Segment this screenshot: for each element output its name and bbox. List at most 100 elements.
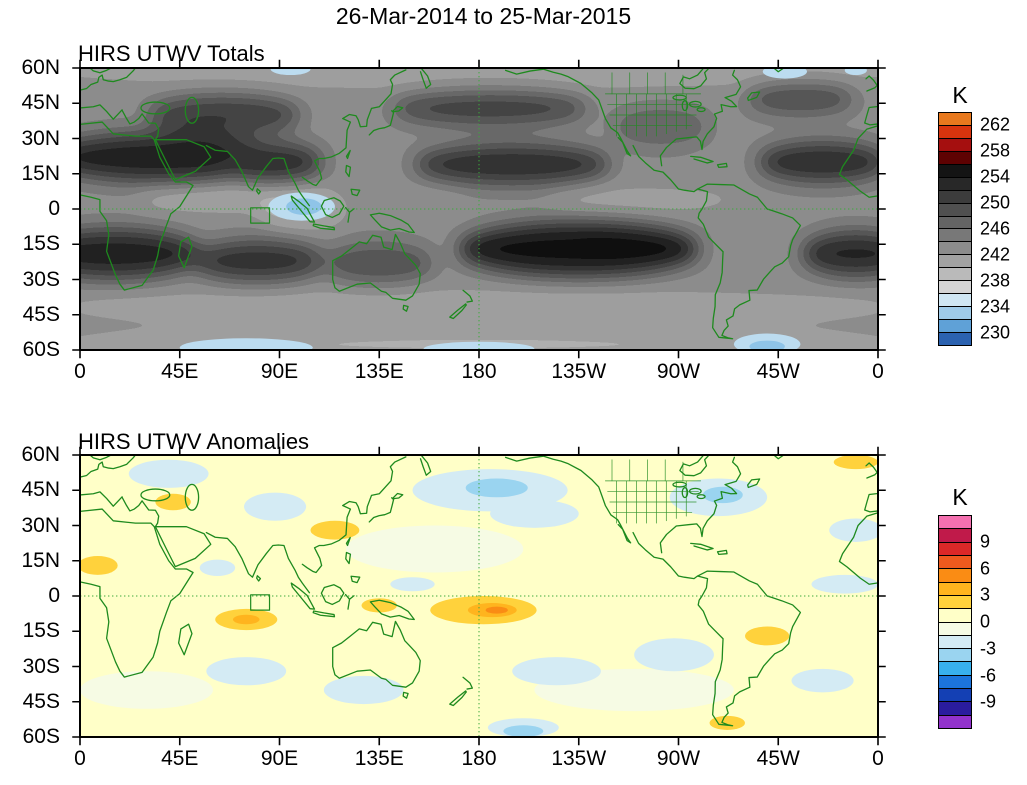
colorbar-swatch <box>939 150 971 164</box>
colorbar-swatch <box>939 554 971 569</box>
anomalies-longitude-axis: 0 45E 90E 135E 180 135W 90W 45W 0 <box>50 747 908 771</box>
latitude-tick-label: 60S <box>22 338 60 361</box>
colorbar-swatch <box>939 661 971 675</box>
latitude-tick-label: 0 <box>48 197 60 220</box>
colorbar-swatch <box>939 202 971 216</box>
page-title: 26-Mar-2014 to 25-Mar-2015 <box>335 3 632 29</box>
colorbar-swatch <box>939 541 971 555</box>
totals-panel-title: HIRS UTWV Totals <box>78 41 265 66</box>
colorbar-swatch <box>939 163 971 177</box>
colorbar-tick-label: 262 <box>980 114 1011 135</box>
latitude-tick-label: 45N <box>21 478 60 502</box>
colorbar-swatch <box>939 528 971 542</box>
longitude-tick-label: 90W <box>656 360 701 383</box>
colorbar-swatch <box>939 701 971 715</box>
colorbar-tick-label: 234 <box>980 296 1011 317</box>
anomalies-latitude-axis: 60N 45N 30N 15N 0 15S 30S 45S 60S <box>0 442 68 750</box>
colorbar-tick-label: -6 <box>980 665 997 685</box>
colorbar-swatch <box>939 124 971 138</box>
longitude-tick-label: 135E <box>354 360 404 383</box>
colorbar-swatch <box>939 594 971 609</box>
totals-map-svg <box>80 68 878 350</box>
longitude-tick-label: 45E <box>161 747 199 770</box>
colorbar-tick-label: 242 <box>980 244 1011 265</box>
colorbar-swatch <box>939 254 971 268</box>
totals-colorbar <box>938 112 972 346</box>
latitude-tick-label: 30N <box>21 513 60 537</box>
longitude-tick-label: 90E <box>260 747 299 770</box>
anomalies-colorbar-labels: 9 6 3 0 -3 -6 -9 <box>980 515 1026 729</box>
colorbar-swatch <box>939 293 971 307</box>
longitude-tick-label: 45E <box>161 360 199 383</box>
colorbar-swatch <box>939 688 971 702</box>
anomalies-map <box>80 455 878 737</box>
colorbar-tick-label: 258 <box>980 140 1011 161</box>
totals-colorbar-labels: 262 258 254 250 246 242 238 234 230 <box>980 112 1026 346</box>
latitude-tick-label: 15N <box>21 548 60 572</box>
colorbar-swatch <box>939 306 971 319</box>
colorbar-tick-label: 0 <box>980 611 991 632</box>
colorbar-swatch <box>939 215 971 229</box>
totals-longitude-axis: 0 45E 90E 135E 180 135W 90W 45W 0 <box>50 360 908 384</box>
colorbar-swatch <box>939 516 971 529</box>
longitude-tick-label: 180 <box>461 360 497 383</box>
stronger-negative-patches <box>465 478 743 737</box>
longitude-tick-label: 45W <box>756 360 800 383</box>
longitude-tick-label: 0 <box>872 360 884 383</box>
colorbar-tick-label: 9 <box>980 531 991 552</box>
longitude-tick-label: 0 <box>74 747 86 770</box>
totals-cold-blue-patches <box>179 68 867 350</box>
latitude-tick-label: 45S <box>22 302 60 326</box>
longitude-tick-label: 135W <box>551 747 607 770</box>
anomalies-colorbar-unit: K <box>952 484 968 510</box>
latitude-tick-label: 60N <box>21 443 60 466</box>
colorbar-tick-label: 238 <box>980 270 1011 291</box>
longitude-tick-label: 0 <box>74 360 86 383</box>
colorbar-swatch <box>939 581 971 595</box>
latitude-tick-label: 30S <box>22 654 60 678</box>
colorbar-swatch <box>939 189 971 203</box>
colorbar-tick-label: 254 <box>980 166 1011 187</box>
colorbar-tick-label: 250 <box>980 192 1011 213</box>
colorbar-tick-label: 6 <box>980 558 991 578</box>
latitude-tick-label: 15N <box>21 161 60 185</box>
anomalies-panel-title: HIRS UTWV Anomalies <box>78 429 310 454</box>
longitude-tick-label: 180 <box>461 747 497 770</box>
latitude-tick-label: 15S <box>22 619 60 643</box>
colorbar-swatch <box>939 648 971 662</box>
longitude-tick-label: 90E <box>260 360 299 383</box>
colorbar-swatch <box>939 241 971 255</box>
longitude-tick-label: 135W <box>551 360 607 383</box>
colorbar-tick-label: 246 <box>980 218 1011 239</box>
colorbar-tick-label: -3 <box>980 638 997 659</box>
peak-positive-core <box>485 606 508 614</box>
anomalies-colorbar <box>938 515 972 729</box>
latitude-tick-label: 30N <box>21 126 60 150</box>
latitude-tick-label: 60S <box>22 725 60 748</box>
colorbar-swatch <box>939 714 971 728</box>
latitude-tick-label: 45S <box>22 689 60 713</box>
colorbar-swatch <box>939 621 971 635</box>
longitude-tick-label: 0 <box>872 747 884 770</box>
colorbar-swatch <box>939 267 971 281</box>
colorbar-swatch <box>939 113 971 125</box>
colorbar-swatch <box>939 176 971 190</box>
colorbar-swatch <box>939 634 971 649</box>
latitude-tick-label: 15S <box>22 232 60 256</box>
totals-map <box>80 68 878 350</box>
latitude-tick-label: 45N <box>21 91 60 115</box>
colorbar-swatch <box>939 331 971 345</box>
longitude-tick-label: 135E <box>354 747 404 770</box>
colorbar-tick-label: -9 <box>980 691 997 712</box>
colorbar-swatch <box>939 568 971 582</box>
totals-colorbar-unit: K <box>952 82 968 108</box>
colorbar-swatch <box>939 228 971 242</box>
latitude-tick-label: 30S <box>22 267 60 291</box>
totals-latitude-axis: 60N 45N 30N 15N 0 15S 30S 45S 60S <box>0 55 68 363</box>
colorbar-swatch <box>939 608 971 622</box>
colorbar-tick-label: 230 <box>980 322 1011 343</box>
colorbar-swatch <box>939 137 971 151</box>
colorbar-swatch <box>939 280 971 294</box>
longitude-tick-label: 45W <box>756 747 800 770</box>
